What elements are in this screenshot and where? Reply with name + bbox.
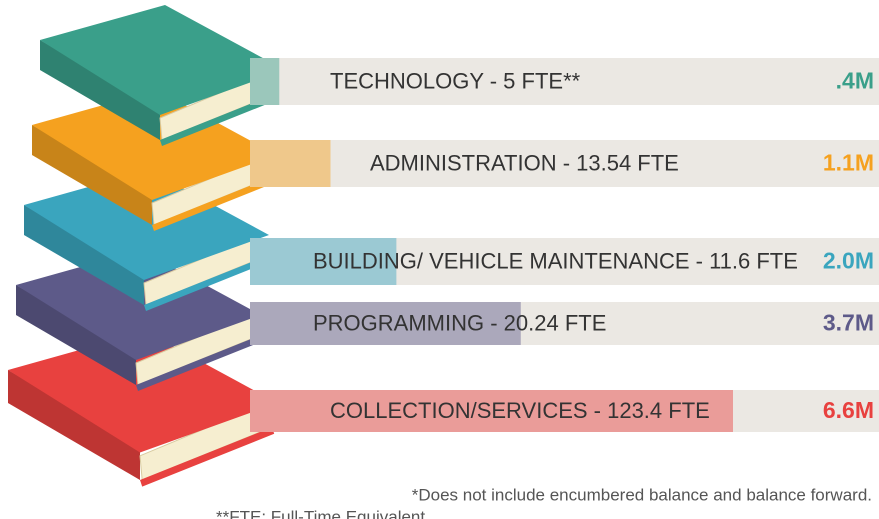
value-label: .4M — [836, 68, 874, 94]
bar — [250, 58, 279, 105]
value-label: 3.7M — [823, 310, 874, 336]
category-label: PROGRAMMING - 20.24 FTE — [313, 310, 606, 335]
value-label: 1.1M — [823, 150, 874, 176]
value-label: 2.0M — [823, 248, 874, 274]
value-label: 6.6M — [823, 397, 874, 423]
footnote: *Does not include encumbered balance and… — [412, 485, 872, 504]
bar-rows: TECHNOLOGY - 5 FTE** .4M ADMINISTRATION - … — [250, 58, 879, 432]
category-label: BUILDING/ VEHICLE MAINTENANCE - 11.6 FTE — [313, 248, 798, 273]
infographic: TECHNOLOGY - 5 FTE** .4M ADMINISTRATION - … — [0, 0, 879, 519]
category-label: COLLECTION/SERVICES - 123.4 FTE — [330, 398, 710, 423]
book-stack — [8, 5, 285, 487]
bar — [250, 140, 331, 187]
category-label: ADMINISTRATION - 13.54 FTE — [370, 150, 679, 175]
footnote: **FTE: Full-Time Equivalent — [216, 507, 425, 519]
category-label: TECHNOLOGY - 5 FTE** — [330, 68, 581, 93]
